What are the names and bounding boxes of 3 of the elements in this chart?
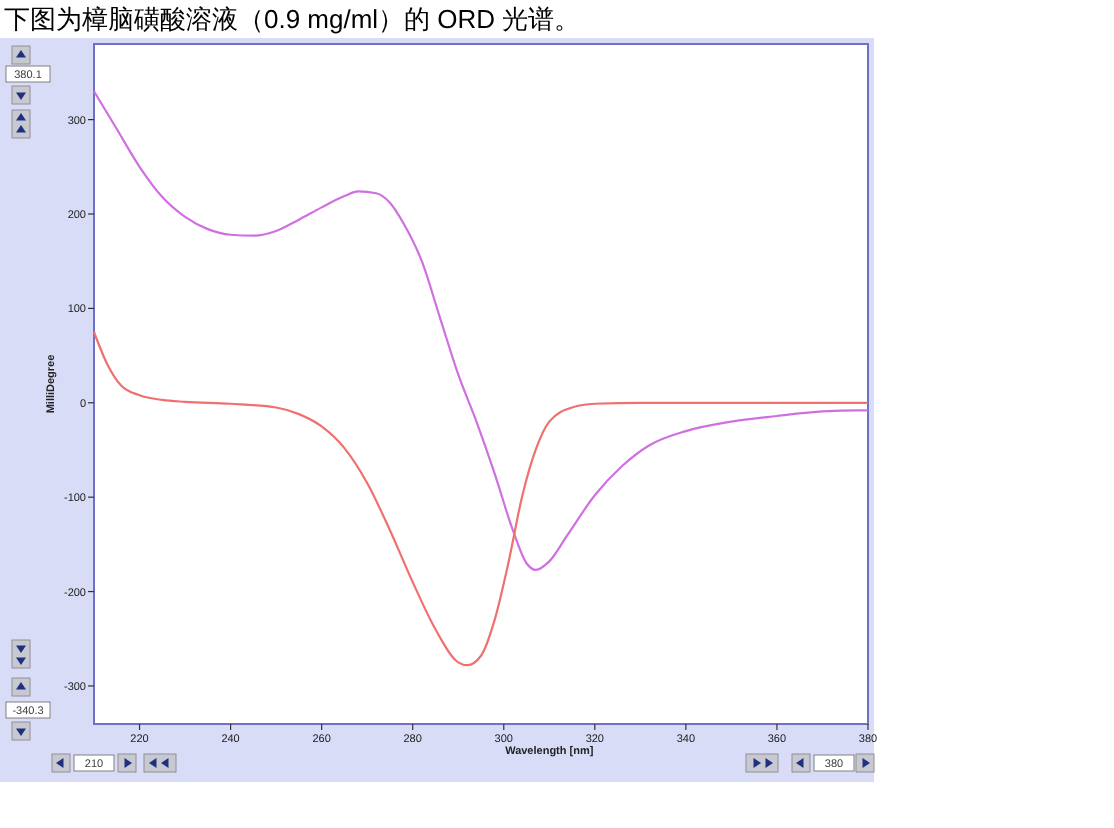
line-series	[92, 330, 870, 667]
line-series	[92, 90, 870, 571]
chart-title: 下图为樟脑磺酸溶液（0.9 mg/ml）的 ORD 光谱。	[4, 4, 581, 34]
